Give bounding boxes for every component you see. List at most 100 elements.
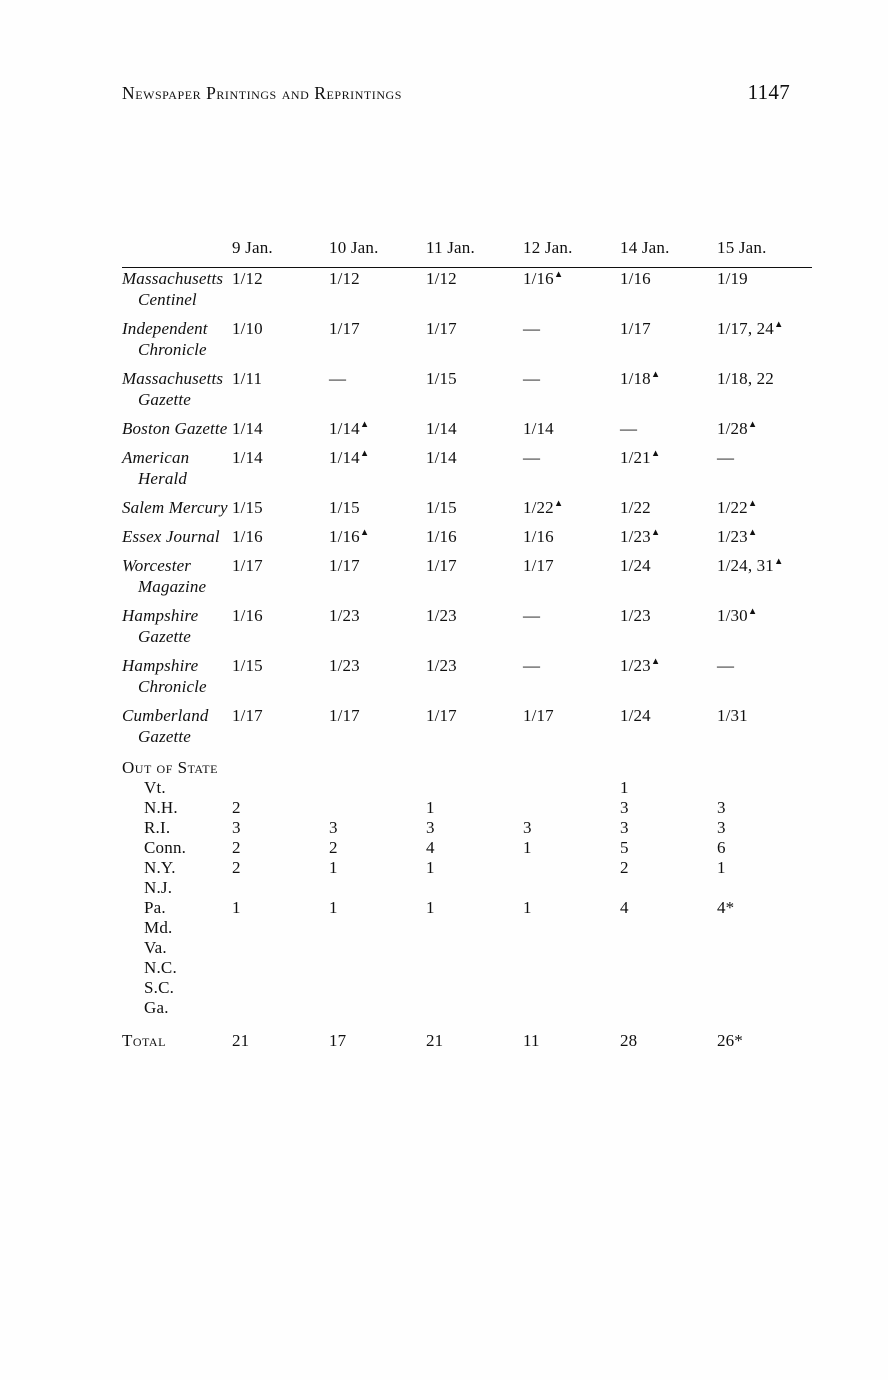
state-name: Vt. xyxy=(144,778,166,797)
printing-cell: 1/14▲ xyxy=(329,419,370,438)
newspaper-name-line2: Chronicle xyxy=(138,340,207,359)
printing-cell: 1/18, 22 xyxy=(717,369,774,388)
printing-cell: 1/15 xyxy=(426,369,457,388)
row-spacer xyxy=(122,360,812,368)
state-count-cell xyxy=(329,938,426,958)
printing-cell: 1/16▲ xyxy=(329,527,370,546)
no-printing-dash: — xyxy=(523,319,540,338)
spacer-cell xyxy=(122,597,812,605)
no-printing-dash: — xyxy=(523,606,540,625)
row-spacer xyxy=(122,310,812,318)
state-count-cell xyxy=(426,778,523,798)
printing-cell: 1/12 xyxy=(232,269,263,288)
printing-cell: 1/22▲ xyxy=(523,498,564,517)
state-count-cell: 1 xyxy=(523,838,532,857)
column-header-5: 15 Jan. xyxy=(717,238,767,257)
table-row: Independent Chronicle 1/10 1/17 1/17 — 1/17 1/1… xyxy=(122,318,812,360)
printing-cell: — xyxy=(717,447,812,489)
state-count-cell xyxy=(329,958,426,978)
no-printing-dash: — xyxy=(329,369,346,388)
state-count-cell xyxy=(329,918,426,938)
printing-cell: 1/23 xyxy=(426,656,457,675)
state-count-cell xyxy=(620,978,717,998)
running-head: Newspaper Printings and Reprintings 1147 xyxy=(122,80,790,106)
state-count-cell: 5 xyxy=(620,838,629,857)
printing-cell: 1/18▲ xyxy=(620,369,661,388)
printing-cell: — xyxy=(523,318,620,360)
table-row: Cumberland Gazette 1/17 1/17 1/17 1/17 1/24 1/3… xyxy=(122,705,812,747)
state-count-cell xyxy=(329,878,426,898)
printing-cell: 1/17 xyxy=(620,319,651,338)
row-spacer xyxy=(122,439,812,447)
state-name: Md. xyxy=(144,918,173,937)
state-count-cell xyxy=(523,798,620,818)
state-count-cell xyxy=(523,858,620,878)
state-count-cell: 1 xyxy=(717,858,726,877)
printing-cell: 1/15 xyxy=(232,656,263,675)
state-name: Pa. xyxy=(144,898,166,917)
state-row: Conn. 2 2 4 1 5 6 xyxy=(122,838,812,858)
state-row: R.I. 3 3 3 3 3 3 xyxy=(122,818,812,838)
reprint-marker-icon: ▲ xyxy=(650,370,661,380)
printing-cell: 1/30▲ xyxy=(717,606,758,625)
table-row: Massachusetts Gazette 1/11 — 1/15 — 1/18▲ 1/18,… xyxy=(122,368,812,410)
state-count-cell xyxy=(523,978,620,998)
state-count-cell: 3 xyxy=(523,818,532,837)
total-label: Total xyxy=(122,1031,166,1050)
printing-cell: — xyxy=(523,447,620,489)
table-row: Worcester Magazine 1/17 1/17 1/17 1/17 1/24 1/2… xyxy=(122,555,812,597)
printing-cell: 1/17 xyxy=(329,556,360,575)
state-count-cell: 3 xyxy=(426,818,435,837)
state-count-cell xyxy=(426,878,523,898)
printing-cell: 1/24 xyxy=(620,556,651,575)
no-printing-dash: — xyxy=(523,448,540,467)
printings-table: 9 Jan. 10 Jan. 11 Jan. 12 Jan. 14 Jan. 1… xyxy=(122,238,812,1051)
total-value-cell: 26* xyxy=(717,1031,743,1050)
printing-cell: 1/12 xyxy=(329,269,360,288)
newspaper-name: Salem Mercury xyxy=(122,498,228,517)
row-spacer xyxy=(122,1018,812,1030)
newspaper-name: Independent Chronicle xyxy=(122,318,232,360)
spacer-cell xyxy=(122,439,812,447)
printing-cell: 1/14 xyxy=(426,448,457,467)
state-count-cell xyxy=(523,778,620,798)
printing-cell: 1/17 xyxy=(329,319,360,338)
reprint-marker-icon: ▲ xyxy=(773,320,784,330)
printing-cell: 1/15 xyxy=(329,498,360,517)
printing-cell: 1/23▲ xyxy=(717,527,758,546)
newspaper-name: Worcester Magazine xyxy=(122,555,232,597)
total-value-cell: 17 xyxy=(329,1031,347,1050)
state-count-cell: 1 xyxy=(426,858,435,877)
row-spacer xyxy=(122,518,812,526)
state-count-cell: 1 xyxy=(426,798,435,817)
printing-cell: 1/19 xyxy=(717,269,748,288)
printing-cell: — xyxy=(329,368,426,410)
state-row: N.C. xyxy=(122,958,812,978)
reprint-marker-icon: ▲ xyxy=(553,499,564,509)
newspaper-name: Essex Journal xyxy=(122,527,220,546)
state-count-cell xyxy=(232,918,329,938)
table-row: Essex Journal 1/16 1/16▲ 1/16 1/16 1/23▲ 1/23▲ xyxy=(122,526,812,547)
printing-cell: 1/14 xyxy=(426,419,457,438)
row-spacer xyxy=(122,747,812,755)
column-header-1: 10 Jan. xyxy=(329,238,379,257)
printing-cell: — xyxy=(523,368,620,410)
state-row: Ga. xyxy=(122,998,812,1018)
total-value-cell: 11 xyxy=(523,1031,540,1050)
printing-cell: 1/23 xyxy=(329,606,360,625)
printing-cell: 1/23 xyxy=(426,606,457,625)
printing-cell: 1/17 xyxy=(232,556,263,575)
spacer-cell xyxy=(122,647,812,655)
state-count-cell: 2 xyxy=(232,838,241,857)
newspaper-name-line2: Gazette xyxy=(138,727,191,746)
total-value-cell: 21 xyxy=(232,1031,250,1050)
newspaper-name-line2: Gazette xyxy=(138,627,191,646)
state-row: N.Y. 2 1 1 2 1 xyxy=(122,858,812,878)
state-count-cell: 2 xyxy=(232,858,241,877)
header-rule-row xyxy=(122,267,812,268)
state-count-cell xyxy=(717,938,812,958)
spacer-cell xyxy=(122,410,812,418)
state-count-cell xyxy=(620,878,717,898)
printing-cell: — xyxy=(717,655,812,697)
